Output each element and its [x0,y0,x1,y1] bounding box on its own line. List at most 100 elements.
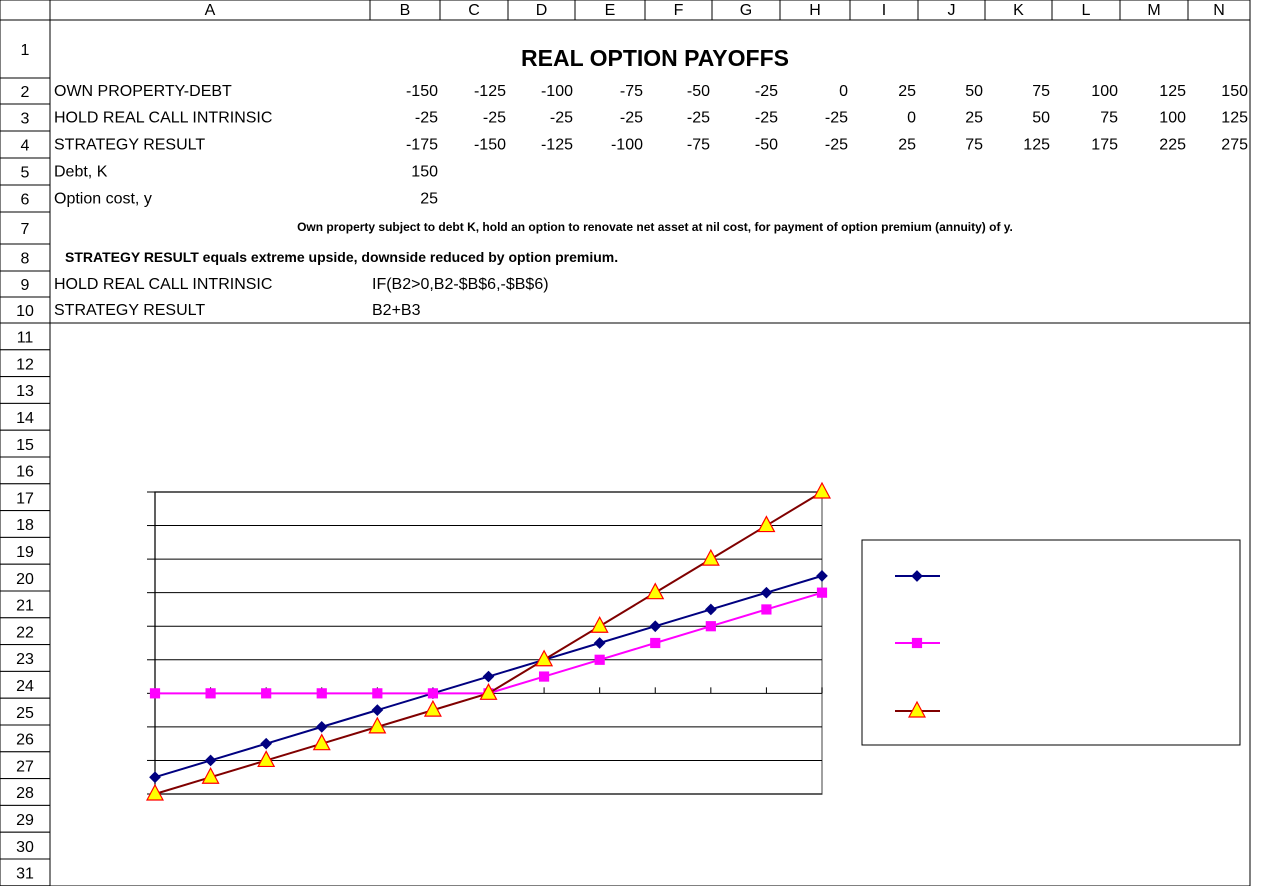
column-label: G [740,2,752,19]
row-label: 2 [21,84,30,101]
row-label: 15 [16,437,34,454]
param-value: 25 [420,191,438,208]
cell-value: 25 [898,83,916,100]
row-title: HOLD REAL CALL INTRINSIC [54,110,272,127]
row-label: 19 [16,544,34,561]
marker-triangle [201,766,220,784]
marker-triangle [423,699,442,717]
cell-value: -75 [687,137,710,154]
row-label: 22 [16,624,34,641]
cell-value: -25 [483,110,506,127]
marker-square [316,688,327,699]
row-header [0,483,51,512]
row-label: 23 [16,651,34,668]
row-header [0,349,51,378]
marker-square [205,688,216,699]
marker-triangle [757,515,776,533]
column-label: A [205,2,216,19]
row-label: 24 [16,678,34,695]
cell-value: -50 [687,83,710,100]
row-label: 9 [21,277,30,294]
cell-value: 0 [839,83,848,100]
cell-value: -75 [620,83,643,100]
row-label: 12 [16,356,34,373]
cell-value: -50 [755,137,778,154]
row-label: 16 [16,464,34,481]
cell-value: 75 [965,137,983,154]
row-label: 21 [16,598,34,615]
note-bold: STRATEGY RESULT [65,249,199,265]
marker-diamond [371,704,384,716]
marker-square [705,621,716,632]
param-label: Debt, K [54,164,108,181]
row-label: 18 [16,517,34,534]
row-label: 26 [16,732,34,749]
row-header [0,644,51,672]
row-label: 31 [16,866,34,883]
column-label: F [674,2,684,19]
row-title: STRATEGY RESULT [54,137,205,154]
marker-diamond [704,603,717,616]
row-header [0,536,51,565]
cell-value: 275 [1221,137,1248,154]
marker-diamond [593,637,606,649]
marker-square [594,654,605,665]
row-header [0,456,51,485]
marker-square [761,604,772,615]
marker-diamond [816,570,828,582]
cell-value: 125 [1159,83,1186,100]
row-header [0,563,51,592]
column-label: I [882,2,886,19]
marker-square [911,637,923,649]
marker-square [427,688,439,699]
marker-diamond [315,721,328,733]
column-label: E [605,2,616,19]
marker-triangle [908,700,926,718]
cell-value: 125 [1023,137,1050,154]
row-title: OWN PROPERTY-DEBT [54,83,232,100]
column-label: M [1147,2,1160,19]
row-label: 11 [17,330,34,347]
column-header [1187,0,1251,21]
cell-value: -25 [415,110,438,127]
row-label: 20 [16,571,34,588]
marker-triangle [701,548,720,566]
marker-diamond [204,754,217,767]
cell-value: -125 [541,137,573,154]
marker-triangle [590,615,609,633]
cell-value: 175 [1091,137,1118,154]
corner [0,0,51,21]
column-label: N [1213,2,1225,19]
row-label: 29 [16,812,34,829]
marker-diamond [760,586,773,599]
row-label: 1 [21,42,30,59]
cell-value: 75 [1100,110,1118,127]
marker-triangle [646,582,665,600]
row-header [0,724,51,753]
cell-value: -25 [755,110,778,127]
marker-triangle [813,481,831,499]
cell-value: 50 [965,83,983,100]
column-label: K [1013,2,1024,19]
row-header [0,831,51,860]
marker-square [650,637,661,649]
row-label: 17 [16,490,34,507]
cell-value: 125 [1221,110,1248,127]
row-header [0,211,51,245]
marker-triangle [257,750,276,768]
cell-value: -150 [406,83,438,100]
param-label: Option cost, y [54,191,152,208]
note: Own property subject to debt K, hold an … [297,220,1013,234]
param-value: 150 [411,164,438,181]
marker-triangle [368,716,387,734]
marker-diamond [482,670,495,683]
marker-square [261,688,272,699]
cell-value: -25 [620,110,643,127]
marker-triangle [535,649,554,667]
marker-triangle [312,733,331,751]
column-label: H [809,2,821,19]
cell-value: -25 [687,110,710,127]
cell-value: -25 [825,137,848,154]
